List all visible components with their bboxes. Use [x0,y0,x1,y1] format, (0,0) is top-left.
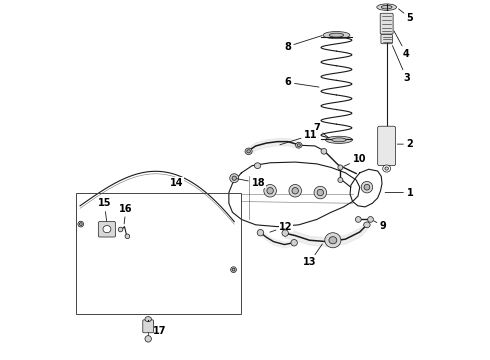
Ellipse shape [385,167,389,170]
Ellipse shape [317,189,323,196]
FancyBboxPatch shape [378,126,395,166]
Ellipse shape [338,165,343,170]
Ellipse shape [264,184,276,197]
FancyBboxPatch shape [380,13,393,34]
Text: 16: 16 [119,204,133,224]
Text: 8: 8 [284,36,322,51]
Text: 14: 14 [170,178,184,188]
Ellipse shape [364,222,370,228]
Ellipse shape [125,234,130,239]
Ellipse shape [383,165,391,172]
Ellipse shape [355,217,361,222]
Text: 13: 13 [303,244,322,267]
Text: 9: 9 [374,221,387,231]
Ellipse shape [78,221,84,227]
Ellipse shape [361,181,373,193]
Text: 18: 18 [237,178,265,188]
Ellipse shape [145,317,151,321]
Text: 1: 1 [385,188,414,198]
Ellipse shape [321,148,327,154]
Ellipse shape [332,138,346,142]
Text: 3: 3 [392,46,410,83]
Ellipse shape [231,267,236,273]
FancyBboxPatch shape [143,320,153,333]
Bar [76,193,242,315]
Ellipse shape [368,217,373,222]
Ellipse shape [295,142,302,148]
Ellipse shape [257,229,264,236]
Ellipse shape [245,148,252,154]
Ellipse shape [323,32,350,39]
Ellipse shape [145,336,151,342]
FancyBboxPatch shape [98,222,116,237]
Ellipse shape [103,226,111,233]
Text: 12: 12 [270,222,293,232]
Ellipse shape [292,188,298,194]
Ellipse shape [79,223,82,226]
Ellipse shape [377,4,396,10]
Ellipse shape [314,186,326,199]
Text: 4: 4 [394,31,410,59]
Ellipse shape [338,177,343,183]
Text: 2: 2 [397,139,414,149]
Ellipse shape [329,33,343,37]
Text: 17: 17 [153,322,167,336]
Ellipse shape [297,144,300,147]
Ellipse shape [325,233,341,248]
Ellipse shape [325,136,352,143]
Ellipse shape [291,239,297,246]
Ellipse shape [118,227,123,232]
Ellipse shape [289,184,301,197]
Ellipse shape [254,163,261,168]
Ellipse shape [247,150,250,153]
Ellipse shape [267,188,273,194]
Ellipse shape [364,184,370,190]
Ellipse shape [282,230,289,236]
Ellipse shape [232,268,235,271]
Text: 10: 10 [344,154,366,166]
Text: 7: 7 [313,123,329,138]
Ellipse shape [232,176,236,180]
Text: 6: 6 [285,77,319,87]
Text: 15: 15 [98,198,111,221]
Ellipse shape [381,5,392,9]
Ellipse shape [329,237,337,244]
FancyBboxPatch shape [381,35,392,44]
Text: 11: 11 [280,130,318,145]
Ellipse shape [230,174,239,183]
Text: 5: 5 [398,9,414,23]
